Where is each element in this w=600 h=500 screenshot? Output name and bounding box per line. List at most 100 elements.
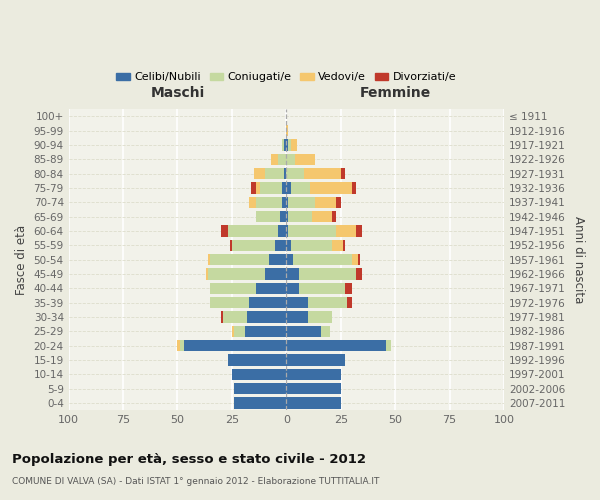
Bar bbox=[265, 168, 284, 179]
Bar bbox=[310, 182, 352, 194]
Bar bbox=[284, 140, 286, 150]
Bar bbox=[290, 140, 297, 150]
Bar bbox=[286, 196, 289, 208]
Bar bbox=[337, 196, 341, 208]
Bar bbox=[347, 297, 352, 308]
Bar bbox=[232, 326, 234, 337]
Bar bbox=[260, 182, 282, 194]
Bar bbox=[290, 240, 332, 251]
Bar bbox=[269, 254, 286, 265]
Text: Popolazione per età, sesso e stato civile - 2012: Popolazione per età, sesso e stato civil… bbox=[12, 452, 366, 466]
Bar bbox=[345, 282, 352, 294]
Bar bbox=[178, 340, 179, 351]
Bar bbox=[352, 254, 358, 265]
Bar bbox=[230, 240, 232, 251]
Bar bbox=[304, 168, 341, 179]
Bar bbox=[286, 354, 345, 366]
Bar bbox=[208, 254, 210, 265]
Bar bbox=[286, 182, 290, 194]
Bar bbox=[251, 182, 256, 194]
Bar bbox=[282, 140, 284, 150]
Bar bbox=[299, 268, 356, 280]
Bar bbox=[299, 282, 345, 294]
Bar bbox=[289, 226, 337, 236]
Bar bbox=[282, 196, 286, 208]
Bar bbox=[286, 125, 289, 136]
Bar bbox=[232, 368, 286, 380]
Bar bbox=[358, 254, 361, 265]
Bar bbox=[286, 297, 308, 308]
Bar bbox=[286, 254, 293, 265]
Bar bbox=[234, 326, 245, 337]
Bar bbox=[352, 182, 356, 194]
Bar bbox=[280, 211, 286, 222]
Text: Maschi: Maschi bbox=[151, 86, 205, 100]
Bar bbox=[250, 297, 286, 308]
Bar bbox=[313, 211, 332, 222]
Bar bbox=[278, 154, 286, 165]
Bar bbox=[278, 226, 286, 236]
Bar bbox=[386, 340, 391, 351]
Bar bbox=[289, 211, 313, 222]
Bar bbox=[356, 268, 362, 280]
Bar bbox=[227, 354, 286, 366]
Bar bbox=[341, 168, 345, 179]
Bar bbox=[286, 240, 290, 251]
Bar bbox=[210, 254, 269, 265]
Bar bbox=[286, 211, 289, 222]
Bar bbox=[184, 340, 286, 351]
Bar bbox=[286, 282, 299, 294]
Bar bbox=[286, 226, 289, 236]
Bar bbox=[343, 240, 345, 251]
Bar bbox=[289, 140, 290, 150]
Bar bbox=[286, 368, 341, 380]
Bar bbox=[337, 226, 356, 236]
Bar bbox=[286, 312, 308, 322]
Bar bbox=[308, 312, 332, 322]
Bar bbox=[308, 297, 347, 308]
Bar bbox=[208, 268, 265, 280]
Bar bbox=[286, 398, 341, 408]
Bar bbox=[179, 340, 184, 351]
Bar bbox=[289, 196, 314, 208]
Bar bbox=[314, 196, 337, 208]
Legend: Celibi/Nubili, Coniugati/e, Vedovi/e, Divorziati/e: Celibi/Nubili, Coniugati/e, Vedovi/e, Di… bbox=[112, 68, 461, 87]
Bar bbox=[286, 154, 295, 165]
Bar bbox=[247, 312, 286, 322]
Bar bbox=[290, 182, 310, 194]
Bar bbox=[286, 140, 289, 150]
Bar bbox=[286, 168, 304, 179]
Bar bbox=[286, 326, 321, 337]
Bar bbox=[284, 168, 286, 179]
Bar bbox=[356, 226, 362, 236]
Bar bbox=[332, 240, 343, 251]
Bar bbox=[256, 211, 280, 222]
Bar bbox=[210, 297, 250, 308]
Bar bbox=[234, 383, 286, 394]
Y-axis label: Anni di nascita: Anni di nascita bbox=[572, 216, 585, 304]
Y-axis label: Fasce di età: Fasce di età bbox=[15, 224, 28, 294]
Bar bbox=[227, 226, 278, 236]
Bar bbox=[265, 268, 286, 280]
Bar bbox=[210, 282, 256, 294]
Bar bbox=[254, 168, 265, 179]
Bar bbox=[245, 326, 286, 337]
Bar bbox=[286, 383, 341, 394]
Bar bbox=[221, 312, 223, 322]
Bar bbox=[206, 268, 208, 280]
Bar bbox=[256, 282, 286, 294]
Bar bbox=[293, 254, 352, 265]
Bar bbox=[286, 340, 386, 351]
Bar bbox=[332, 211, 337, 222]
Bar bbox=[295, 154, 314, 165]
Bar bbox=[221, 226, 227, 236]
Bar bbox=[223, 312, 247, 322]
Bar bbox=[282, 182, 286, 194]
Bar bbox=[271, 154, 278, 165]
Bar bbox=[321, 326, 330, 337]
Bar bbox=[275, 240, 286, 251]
Bar bbox=[250, 196, 256, 208]
Text: Femmine: Femmine bbox=[359, 86, 431, 100]
Bar bbox=[232, 240, 275, 251]
Text: COMUNE DI VALVA (SA) - Dati ISTAT 1° gennaio 2012 - Elaborazione TUTTITALIA.IT: COMUNE DI VALVA (SA) - Dati ISTAT 1° gen… bbox=[12, 478, 379, 486]
